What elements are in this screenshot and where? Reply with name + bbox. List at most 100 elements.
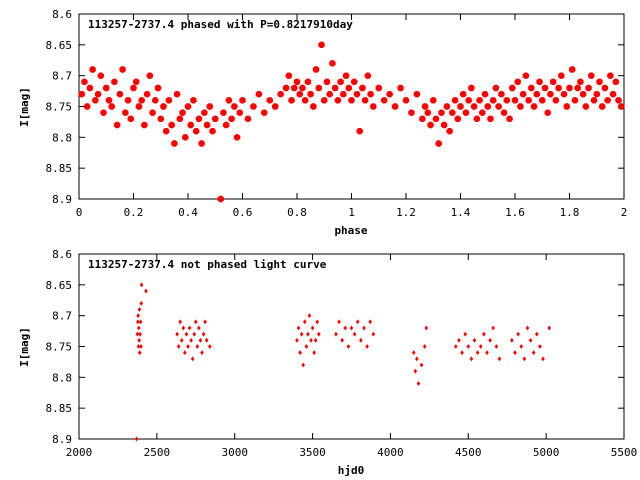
data-point <box>588 72 595 79</box>
data-point <box>367 90 374 98</box>
data-point <box>119 66 126 73</box>
axis-ticks: 2000 2500 3000 3500 4000 4500 5000 5500 8.6 8.65 8… <box>46 248 638 459</box>
data-point <box>186 344 190 349</box>
data-point <box>345 84 352 92</box>
data-point <box>607 72 614 79</box>
data-point <box>296 325 301 331</box>
data-point <box>301 97 309 104</box>
data-point <box>197 325 201 331</box>
data-point <box>261 109 268 116</box>
data-point <box>307 90 314 98</box>
data-point <box>494 344 499 349</box>
x-tick-label: 2 <box>621 206 628 219</box>
x-tick-label: 2000 <box>66 446 93 459</box>
y-tick-label: 8.7 <box>52 70 72 83</box>
data-point <box>469 356 474 362</box>
data-point <box>306 331 310 337</box>
y-tick-label: 8.75 <box>46 341 73 354</box>
data-point <box>346 344 351 349</box>
data-point <box>349 325 354 331</box>
data-point <box>473 115 481 123</box>
data-point <box>135 103 143 110</box>
data-point <box>544 109 551 116</box>
data-point <box>484 103 491 110</box>
data-point <box>175 331 179 337</box>
data-point <box>189 337 193 343</box>
y-tick-label: 8.85 <box>46 162 73 175</box>
data-point <box>457 337 461 343</box>
data-point <box>217 195 224 203</box>
data-point <box>353 90 361 98</box>
data-point <box>615 97 622 104</box>
data-point <box>601 84 609 92</box>
data-point <box>203 121 211 129</box>
data-point <box>195 115 203 123</box>
data-point <box>139 282 144 288</box>
data-point <box>485 350 489 356</box>
data-point <box>144 288 148 294</box>
data-point <box>192 331 197 337</box>
data-point <box>139 344 143 349</box>
data-point <box>198 140 205 147</box>
data-point <box>139 300 144 306</box>
data-point <box>146 72 154 79</box>
chart-title: 113257-2737.4 phased with P=0.8217910day <box>88 18 353 31</box>
data-point <box>490 97 497 104</box>
data-point <box>462 109 470 116</box>
data-point <box>340 337 344 343</box>
data-point <box>430 97 437 104</box>
data-point <box>173 90 181 98</box>
data-point <box>513 350 517 356</box>
data-point <box>304 78 312 86</box>
data-point <box>351 78 358 86</box>
data-point <box>176 115 184 123</box>
data-point <box>239 97 246 104</box>
data-point <box>539 97 546 104</box>
data-point <box>116 90 124 98</box>
data-point <box>449 109 456 116</box>
data-point <box>593 90 600 98</box>
x-axis-title: phase <box>334 224 367 237</box>
y-tick-label: 8.8 <box>52 371 72 384</box>
axis-ticks: 0 0.2 0.4 0.6 0.8 1 1.2 1.4 1.6 1.8 2 8.6 8.65 8.7 8.7… <box>46 8 628 219</box>
data-point <box>178 319 183 325</box>
data-point <box>466 344 471 349</box>
data-point <box>160 103 167 110</box>
y-axis-title: I[mag] <box>18 327 31 367</box>
data-point <box>533 90 540 98</box>
data-point <box>391 103 399 110</box>
x-tick-label: 1.8 <box>560 206 580 219</box>
data-point <box>192 127 200 135</box>
data-point <box>440 121 448 129</box>
data-point <box>201 109 208 116</box>
data-point <box>495 103 502 110</box>
data-point <box>136 325 141 331</box>
phased-light-curve-panel: 113257-2737.4 phased with P=0.8217910day… <box>18 8 627 237</box>
x-tick-label: 1.6 <box>505 206 525 219</box>
x-tick-label: 1.2 <box>396 206 416 219</box>
data-point <box>220 109 227 116</box>
data-point <box>519 344 524 349</box>
data-point <box>538 344 542 349</box>
data-point <box>127 115 134 123</box>
data-point <box>582 103 590 110</box>
data-point <box>212 115 219 123</box>
data-point <box>231 103 238 110</box>
data-point <box>136 313 140 319</box>
data-point <box>291 84 298 92</box>
x-tick-label: 0.6 <box>233 206 253 219</box>
data-point <box>343 325 348 331</box>
x-tick-label: 3000 <box>221 446 248 459</box>
data-points <box>78 41 625 203</box>
data-point <box>135 331 140 337</box>
data-point <box>154 84 162 92</box>
data-point <box>315 84 322 92</box>
data-point <box>326 90 333 98</box>
x-tick-label: 0.4 <box>178 206 198 219</box>
data-point <box>381 97 388 104</box>
y-tick-label: 8.9 <box>52 193 72 206</box>
data-point <box>190 356 195 362</box>
data-point <box>370 103 377 110</box>
data-point <box>454 344 458 349</box>
